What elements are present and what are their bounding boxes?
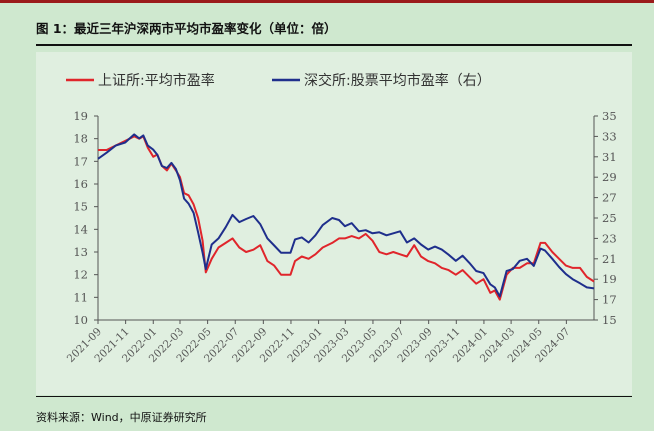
y-right-tick-label: 33 xyxy=(602,129,617,143)
title-rule xyxy=(36,44,632,46)
legend-item-sz-label: 深交所:股票平均市盈率（右） xyxy=(304,72,491,89)
y-right-tick-label: 31 xyxy=(602,150,617,164)
y-right-tick-label: 27 xyxy=(602,191,617,205)
y-left-tick-label: 16 xyxy=(73,177,88,191)
y-right-tick-label: 29 xyxy=(602,170,617,184)
y-right-tick-label: 17 xyxy=(602,293,617,307)
legend-item-sh-label: 上证所:平均市盈率 xyxy=(98,72,215,89)
y-left-tick-label: 13 xyxy=(73,245,88,259)
y-left-tick-label: 17 xyxy=(73,154,88,168)
y-left-tick-label: 18 xyxy=(73,132,88,146)
y-left-tick-label: 11 xyxy=(73,290,88,304)
figure-title: 图 1：最近三年沪深两市平均市盈率变化（单位：倍） xyxy=(36,21,337,36)
series-line-sh xyxy=(98,135,595,301)
y-right-tick-label: 25 xyxy=(602,211,617,225)
series-lines xyxy=(97,133,595,301)
top-rule xyxy=(0,0,654,3)
y-left-tick-label: 14 xyxy=(73,222,88,236)
y-left-tick-label: 10 xyxy=(73,313,88,327)
y-left-tick-label: 12 xyxy=(73,268,88,282)
y-right-tick-label: 15 xyxy=(602,313,617,327)
chart-panel: 上证所:平均市盈率 深交所:股票平均市盈率（右） 10 11 12 13 14 15 16 17… xyxy=(36,52,632,395)
y-left-tick-label: 15 xyxy=(73,200,88,214)
legend: 上证所:平均市盈率 深交所:股票平均市盈率（右） xyxy=(66,72,491,89)
y-right-tick-label: 23 xyxy=(602,231,617,245)
y-right-tick-label: 35 xyxy=(602,109,617,123)
source-note: 资料来源：Wind，中原证券研究所 xyxy=(36,411,207,424)
source-rule xyxy=(36,396,632,397)
y-right-tick-label: 19 xyxy=(602,272,617,286)
series-line-sz xyxy=(97,133,595,298)
y-left-tick-label: 19 xyxy=(73,109,88,123)
y-right-tick-label: 21 xyxy=(602,252,617,266)
pe-ratio-chart: 上证所:平均市盈率 深交所:股票平均市盈率（右） 10 11 12 13 14 15 16 17… xyxy=(65,72,617,365)
